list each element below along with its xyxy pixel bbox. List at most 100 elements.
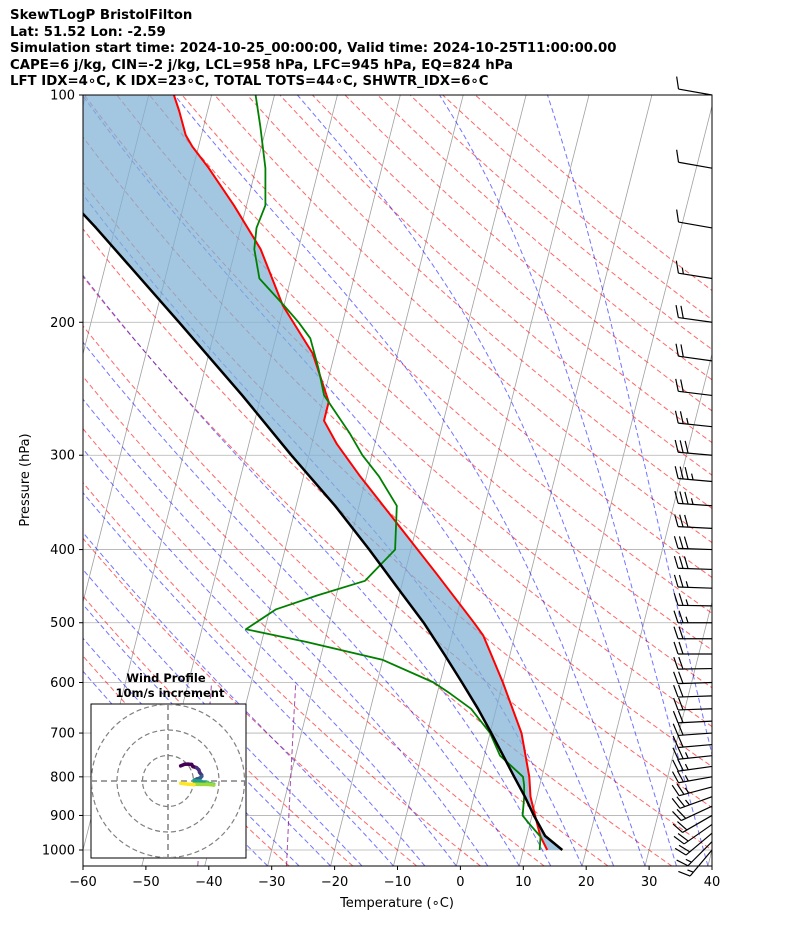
wind-profile-title: Wind Profile (126, 671, 206, 685)
wind-barb (673, 697, 713, 711)
y-tick-label: 1000 (42, 844, 75, 859)
moist-adiabat-line (83, 603, 331, 866)
wind-barb (673, 823, 713, 845)
wind-barb (674, 514, 713, 529)
y-tick-label: 300 (50, 449, 75, 464)
mixing-ratio-line (286, 682, 297, 866)
moist-adiabat-line (547, 95, 712, 757)
parcel-profile-line (83, 211, 564, 851)
dry-adiabat-line (83, 537, 418, 866)
moist-adiabat-line (83, 448, 457, 866)
wind-barb (674, 439, 713, 456)
wind-barb (676, 209, 713, 229)
cape-shading (83, 95, 563, 850)
dry-adiabat-line (409, 95, 712, 350)
x-axis-label: Temperature (∘C) (339, 896, 454, 911)
wind-barb (674, 832, 713, 856)
moist-adiabat-line (83, 95, 615, 866)
x-tick-label: −10 (384, 875, 411, 890)
speed-ring (116, 729, 220, 833)
wind-barb (674, 491, 713, 507)
wind-barb (675, 343, 713, 362)
isotherm-line (330, 95, 527, 866)
wind-barb (671, 783, 713, 797)
x-tick-label: −20 (321, 875, 348, 890)
moist-adiabat-line (83, 398, 489, 866)
x-tick-label: 40 (704, 875, 721, 890)
x-tick-label: 10 (515, 875, 532, 890)
wind-barb (671, 770, 713, 784)
y-tick-label: 800 (50, 770, 75, 785)
wind-barb (673, 574, 713, 589)
wind-barb (676, 76, 713, 96)
moist-adiabat-line (297, 95, 677, 866)
wind-barb (672, 814, 713, 833)
wind-barb (672, 805, 713, 822)
title-station: SkewTLogP BristolFilton (10, 8, 193, 23)
y-tick-label: 400 (50, 543, 75, 558)
wind-barb (676, 841, 713, 867)
dry-adiabat-line (344, 95, 712, 412)
wind-barb (675, 260, 713, 280)
dry-adiabat-line (377, 95, 712, 381)
wind-barb (672, 746, 713, 760)
wind-barb (675, 304, 713, 323)
dry-adiabat-line (83, 375, 609, 866)
y-axis-label: Pressure (hPa) (18, 433, 33, 526)
wind-barb (673, 656, 713, 670)
wind-profile-subtitle: 10m/s increment (116, 686, 225, 700)
wind-barb (674, 466, 713, 483)
dry-adiabat-line (279, 95, 712, 476)
wind-barb (673, 610, 712, 624)
wind-barb (672, 735, 713, 749)
wind-barb (676, 149, 713, 169)
wind-barb (674, 410, 713, 428)
dry-adiabat-line (214, 95, 712, 544)
chart-header: SkewTLogP BristolFilton Lat: 51.52 Lon: … (10, 8, 617, 91)
y-tick-label: 600 (50, 676, 75, 691)
moist-adiabat-line (83, 531, 394, 866)
dry-adiabat-line (83, 228, 712, 809)
x-tick-label: 20 (578, 875, 595, 890)
dry-adiabat-line (312, 95, 712, 444)
y-tick-label: 500 (50, 616, 75, 631)
wind-barb (673, 555, 713, 571)
wind-barb (673, 593, 713, 607)
dry-adiabat-line (442, 95, 712, 321)
wind-barb (672, 758, 713, 772)
isotherm-line (518, 104, 712, 866)
wind-barb (678, 849, 713, 877)
moist-adiabat-line (83, 341, 520, 866)
dry-adiabat-line (83, 325, 673, 866)
moist-adiabat-line (83, 568, 363, 866)
moist-adiabat-line (439, 95, 709, 866)
title-stability-indices: LFT IDX=4∘C, K IDX=23∘C, TOTAL TOTS=44∘C… (10, 74, 489, 89)
moist-adiabat-line (83, 274, 552, 866)
isotherm-line (267, 95, 464, 866)
wind-barb (673, 671, 713, 685)
wind-barb (673, 536, 713, 551)
dry-adiabat-line (246, 95, 712, 510)
wind-barb (672, 710, 713, 724)
wind-barb (673, 626, 712, 640)
isotherm-line (83, 95, 87, 108)
temperature-profile-line (172, 95, 549, 851)
y-tick-label: 100 (50, 89, 75, 104)
x-tick-label: −30 (258, 875, 285, 890)
isotherm-line (707, 848, 712, 866)
x-tick-label: 0 (456, 875, 464, 890)
dry-adiabat-line (116, 95, 712, 651)
wind-barb (671, 796, 713, 809)
title-location: Lat: 51.52 Lon: -2.59 (10, 24, 166, 40)
dry-adiabat-line (83, 427, 545, 866)
moist-adiabat-line (174, 95, 646, 866)
y-tick-label: 700 (50, 727, 75, 742)
y-tick-label: 900 (50, 809, 75, 824)
dry-adiabat-line (83, 595, 354, 866)
wind-barb (673, 641, 712, 655)
isotherm-line (644, 600, 712, 866)
title-cape-indices: CAPE=6 j/kg, CIN=-2 j/kg, LCL=958 hPa, L… (10, 57, 514, 73)
wind-barb (675, 378, 713, 397)
x-tick-label: −50 (132, 875, 159, 890)
